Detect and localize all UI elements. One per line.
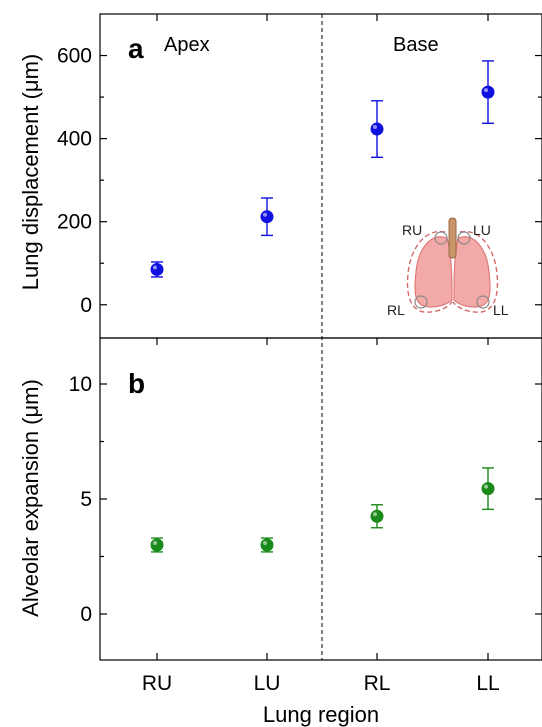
data-point (150, 538, 164, 552)
panel-b-ylabel: Alveolar expansion (μm) (18, 379, 43, 617)
ytick-label: 0 (80, 294, 92, 317)
ytick-label: 10 (69, 373, 92, 396)
xtick-label: LL (476, 672, 499, 695)
inset-label-lu: LU (473, 222, 491, 238)
xtick-label: LU (254, 672, 281, 695)
data-point-highlight (263, 212, 267, 217)
data-point-highlight (373, 125, 377, 130)
data-point-highlight (263, 541, 267, 545)
inset-marker-ru (434, 231, 448, 245)
data-point (481, 482, 495, 496)
data-point-highlight (373, 512, 377, 517)
left-lung-outline (452, 230, 499, 313)
inset-label-ru: RU (402, 222, 422, 238)
data-point (260, 538, 274, 552)
right-lung-shape (414, 236, 453, 308)
data-point-highlight (484, 484, 488, 489)
ytick-label: 400 (57, 128, 92, 151)
inset-marker-ll (476, 295, 490, 309)
panel-b-points (150, 467, 495, 553)
xtick-label: RU (142, 672, 172, 695)
data-point (150, 262, 164, 276)
inset-marker-lu (457, 231, 471, 245)
panel-a-letter: a (128, 33, 144, 64)
trachea-shape (448, 217, 457, 259)
panel-b: b Alveolar expansion (μm) 0 5 10 (18, 368, 542, 626)
apex-label: Apex (164, 34, 210, 56)
ytick-label: 600 (57, 45, 92, 68)
base-label: Base (393, 34, 439, 56)
panel-a-yticks: 0 200 400 600 (57, 45, 542, 317)
data-point-highlight (153, 541, 157, 545)
panel-b-frame (99, 337, 542, 661)
ytick-label: 200 (57, 211, 92, 234)
data-point (370, 509, 384, 523)
panel-b-yticks: 0 5 10 (69, 373, 542, 626)
panel-b-letter: b (128, 368, 145, 399)
x-axis-title: Lung region (263, 702, 379, 727)
inset-label-ll: LL (493, 302, 509, 318)
inset-label-rl: RL (387, 302, 405, 318)
ytick-label: 5 (80, 488, 92, 511)
xtick-label: RL (364, 672, 391, 695)
panel-a-points (150, 60, 495, 278)
data-point (370, 122, 384, 136)
inset-marker-rl (414, 295, 428, 309)
lung-inset: RU LU RL LL (387, 217, 509, 318)
panel-a: a Apex Base Lung displacement (μm) 0 200 4… (18, 33, 542, 318)
right-lung-outline (406, 230, 453, 313)
data-point-highlight (153, 265, 157, 270)
ytick-label: 0 (80, 603, 92, 626)
x-axis: RU LU RL LL (142, 14, 500, 695)
panel-a-ylabel: Lung displacement (μm) (18, 54, 43, 290)
data-point (260, 210, 274, 224)
left-lung-shape (453, 236, 491, 308)
data-point (481, 85, 495, 99)
data-point-highlight (484, 88, 488, 93)
